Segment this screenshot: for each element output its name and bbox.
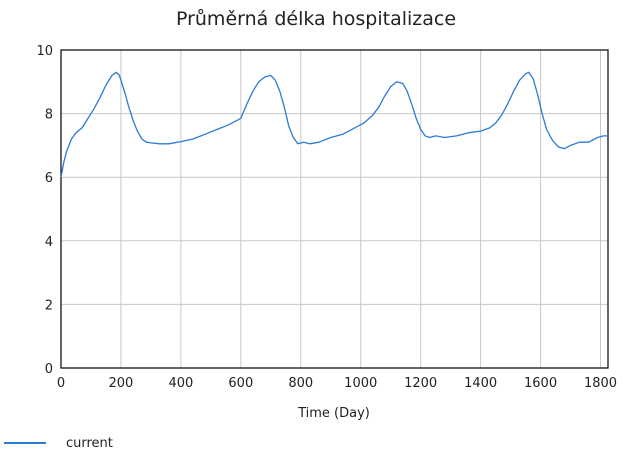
x-axis-label: Time (Day) — [297, 406, 370, 421]
x-axis-ticks: 0 200 400 600 800 1000 1200 1400 1600 1800 — [57, 376, 617, 391]
legend: current — [4, 436, 113, 451]
y-tick-label: 4 — [45, 235, 53, 250]
x-tick-label: 200 — [109, 376, 134, 391]
x-tick-label: 400 — [168, 376, 193, 391]
x-tick-label: 0 — [57, 376, 65, 391]
legend-label-current: current — [66, 436, 113, 451]
x-tick-label: 1000 — [344, 376, 377, 391]
series-group — [60, 71, 608, 178]
y-tick-label: 6 — [45, 171, 53, 186]
x-tick-label: 1800 — [584, 376, 617, 391]
y-tick-label: 8 — [45, 108, 53, 123]
plot-frame — [60, 49, 609, 369]
y-tick-label: 10 — [36, 44, 53, 59]
series-line-current — [60, 71, 608, 178]
x-tick-label: 1600 — [524, 376, 557, 391]
y-tick-label: 0 — [45, 362, 53, 377]
y-axis-ticks: 0 2 4 6 8 10 — [36, 44, 53, 377]
y-tick-label: 2 — [45, 298, 53, 313]
x-tick-label: 1200 — [404, 376, 437, 391]
x-tick-label: 1400 — [464, 376, 497, 391]
x-tick-label: 600 — [228, 376, 253, 391]
x-tick-label: 800 — [288, 376, 313, 391]
chart-title: Průměrná délka hospitalizace — [176, 8, 456, 30]
grid — [61, 50, 608, 368]
